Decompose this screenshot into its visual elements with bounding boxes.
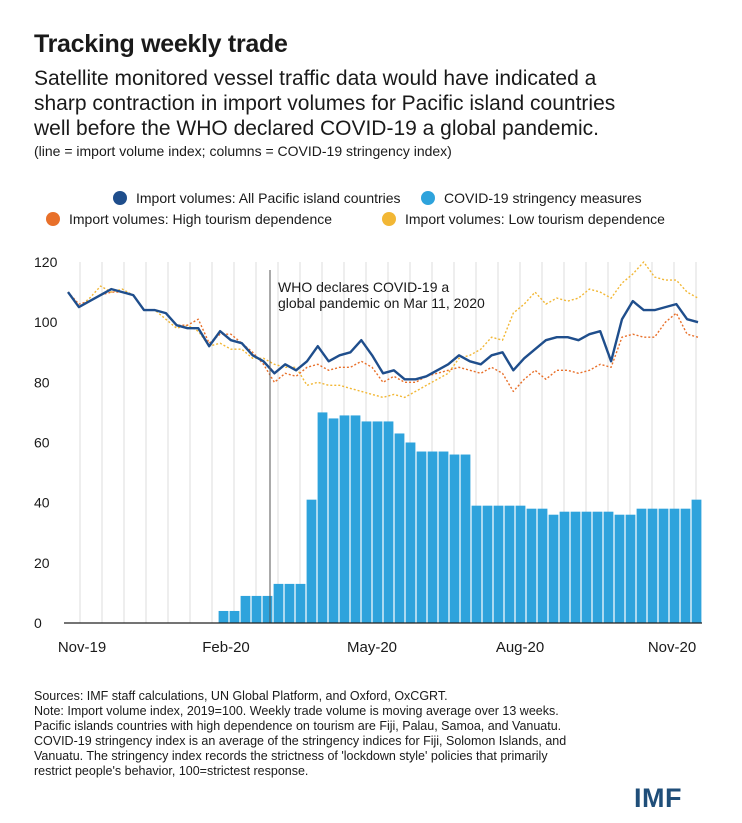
stringency-bar [537, 508, 548, 623]
stringency-bar [691, 499, 702, 623]
stringency-bar [471, 505, 482, 623]
y-axis-ticks: 0 20 40 60 80 100 120 [34, 254, 58, 631]
legend-label: Import volumes: High tourism dependence [69, 211, 333, 227]
stringency-bar [328, 418, 339, 623]
stringency-bar [394, 433, 405, 623]
subtitle-line-3: well before the WHO declared COVID-19 a … [34, 117, 599, 140]
stringency-bar [581, 511, 592, 623]
stringency-bar [548, 514, 559, 623]
annotation-line-1: WHO declares COVID-19 a [278, 279, 449, 295]
stringency-bar [350, 415, 361, 623]
stringency-bar [416, 451, 427, 623]
sources-line-5: Vanuatu. The stringency index records th… [34, 749, 548, 763]
sources-line-3: Pacific islands countries with high depe… [34, 719, 562, 733]
annotation-line-2: global pandemic on Mar 11, 2020 [278, 295, 485, 311]
legend-swatch-orange [46, 212, 60, 226]
line-low-tourism [67, 261, 699, 399]
stringency-bar [669, 508, 680, 623]
stringency-bar [493, 505, 504, 623]
stringency-bar [317, 412, 328, 623]
stringency-bar [526, 508, 537, 623]
stringency-bar [427, 451, 438, 623]
stringency-bar [295, 583, 306, 623]
sources-line-1: Sources: IMF staff calculations, UN Glob… [34, 689, 448, 703]
line-all-pacific [67, 287, 699, 381]
y-tick-label: 80 [34, 374, 50, 390]
stringency-bar [504, 505, 515, 623]
stringency-bars [218, 412, 702, 623]
legend-label: COVID-19 stringency measures [444, 190, 642, 206]
stringency-bar [559, 511, 570, 623]
legend-item-all-pacific: Import volumes: All Pacific island count… [113, 190, 401, 206]
stringency-bar [361, 421, 372, 623]
legend-item-high-tourism: Import volumes: High tourism dependence [46, 211, 332, 227]
y-tick-label: 120 [34, 254, 58, 270]
legend-label: Import volumes: Low tourism dependence [405, 211, 665, 227]
stringency-bar [614, 514, 625, 623]
stringency-bar [438, 451, 449, 623]
stringency-bar [482, 505, 493, 623]
stringency-bar [273, 583, 284, 623]
stringency-bar [603, 511, 614, 623]
x-tick-label: Feb-20 [202, 639, 250, 656]
x-tick-label: Nov-20 [648, 639, 696, 656]
legend-swatch-dark-blue [113, 191, 127, 205]
sources-line-6: restrict people's behavior, 100=strictes… [34, 764, 309, 778]
stringency-bar [229, 610, 240, 623]
stringency-bar [647, 508, 658, 623]
subtitle-line-2: sharp contraction in import volumes for … [34, 92, 616, 115]
stringency-bar [592, 511, 603, 623]
chart-note: (line = import volume index; columns = C… [34, 143, 452, 159]
stringency-bar [449, 454, 460, 623]
y-tick-label: 20 [34, 555, 50, 571]
x-tick-label: May-20 [347, 639, 397, 656]
stringency-bar [625, 514, 636, 623]
legend-item-stringency: COVID-19 stringency measures [421, 190, 642, 206]
x-tick-label: Nov-19 [58, 639, 106, 656]
sources-line-2: Note: Import volume index, 2019=100. Wee… [34, 704, 559, 718]
stringency-bar [251, 595, 262, 623]
stringency-bar [372, 421, 383, 623]
y-tick-label: 100 [34, 314, 58, 330]
y-tick-label: 0 [34, 615, 42, 631]
stringency-bar [680, 508, 691, 623]
y-tick-label: 60 [34, 435, 50, 451]
stringency-bar [658, 508, 669, 623]
stringency-bar [262, 595, 273, 623]
x-tick-label: Aug-20 [496, 639, 544, 656]
stringency-bar [636, 508, 647, 623]
subtitle-line-1: Satellite monitored vessel traffic data … [34, 67, 597, 90]
y-tick-label: 40 [34, 495, 50, 511]
legend-swatch-yellow [382, 212, 396, 226]
stringency-bar [284, 583, 295, 623]
x-axis-ticks: Nov-19 Feb-20 May-20 Aug-20 Nov-20 [58, 639, 696, 656]
sources-line-4: COVID-19 stringency index is an average … [34, 734, 567, 748]
stringency-bar [306, 499, 317, 623]
legend-swatch-light-blue [421, 191, 435, 205]
legend-item-low-tourism: Import volumes: Low tourism dependence [382, 211, 665, 227]
stringency-bar [383, 421, 394, 623]
stringency-bar [405, 442, 416, 623]
imf-logo: IMF [634, 783, 682, 813]
stringency-bar [515, 505, 526, 623]
import-lines [67, 261, 699, 399]
stringency-bar [218, 610, 229, 623]
stringency-bar [570, 511, 581, 623]
stringency-bar [339, 415, 350, 623]
stringency-bar [460, 454, 471, 623]
chart-title: Tracking weekly trade [34, 30, 288, 58]
stringency-bar [240, 595, 251, 623]
legend-label: Import volumes: All Pacific island count… [136, 190, 401, 206]
